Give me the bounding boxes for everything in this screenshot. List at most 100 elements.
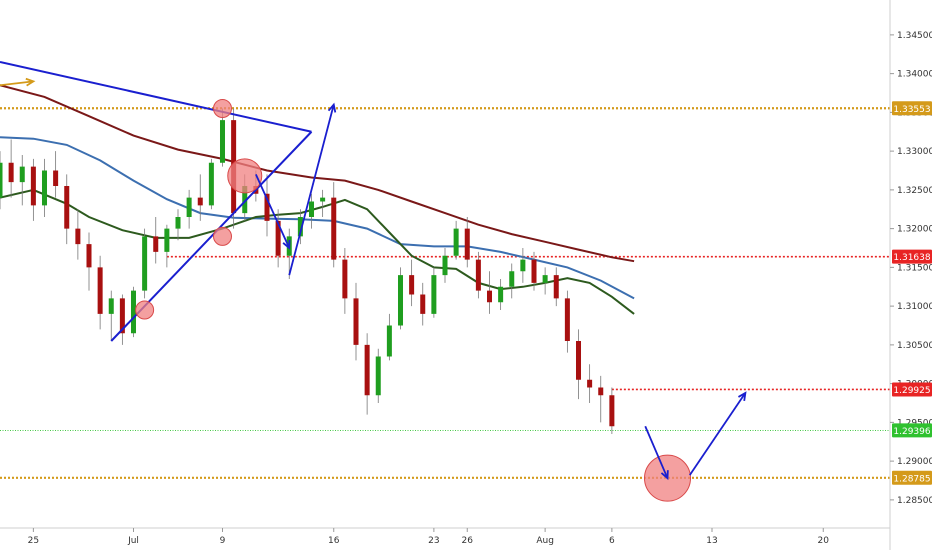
- candle-body-46: [509, 271, 515, 287]
- candle-body-5: [53, 170, 59, 186]
- candle-body-7: [75, 228, 81, 245]
- y-tick-label-8: 1.30500: [897, 341, 932, 351]
- candle-body-13: [142, 236, 148, 291]
- level-labels: 1.33553 1.31638 1.29925 1.29396 1.28785: [892, 101, 932, 485]
- arrow-shaft-1: [255, 174, 291, 249]
- candle-body-12: [130, 290, 137, 334]
- x-tick-label-0: 25: [28, 536, 39, 546]
- candle-body-36: [397, 275, 404, 326]
- x-tick-label-4: 23: [428, 536, 439, 546]
- candle-body-28: [308, 201, 315, 217]
- level-label-box-3: [892, 423, 932, 438]
- candle-body-3: [30, 166, 36, 206]
- candle-body-6: [64, 186, 70, 229]
- candle-body-37: [409, 275, 415, 295]
- x-tick-label-3: 16: [328, 536, 340, 546]
- candle-body-40: [442, 255, 448, 276]
- candle-body-1: [8, 162, 14, 183]
- candle-body-45: [498, 286, 504, 303]
- candle-body-33: [364, 344, 370, 396]
- candle-body-31: [342, 259, 348, 299]
- y-tick-label-0: 1.34500: [897, 31, 932, 41]
- candle-body-41: [453, 228, 459, 256]
- moving-averages: [0, 84, 635, 315]
- annotations: [0, 61, 747, 502]
- candle-body-20: [219, 120, 226, 163]
- candle-body-38: [420, 294, 426, 314]
- candle-body-32: [353, 298, 359, 345]
- horizontal-levels: [0, 107, 890, 479]
- candle-body-39: [431, 275, 437, 314]
- x-axis[interactable]: 25 Jul 9 16 23 26 Aug 6 13 20: [0, 527, 890, 546]
- candle-body-50: [553, 275, 559, 299]
- arrow-head-1: [282, 239, 291, 250]
- candle-body-4: [41, 170, 48, 206]
- candle-body-16: [175, 217, 181, 229]
- candle-body-25: [275, 220, 281, 256]
- level-label-box-1: [892, 249, 932, 264]
- candle-body-10: [108, 298, 114, 314]
- moving-average-1: [0, 136, 635, 300]
- candle-body-14: [153, 236, 159, 252]
- x-tick-label-6: Aug: [536, 536, 554, 546]
- y-tick-label-1: 1.34000: [897, 70, 932, 80]
- x-tick-label-8: 13: [706, 536, 717, 546]
- arrow-head-4: [738, 391, 747, 401]
- y-tick-label-3: 1.33000: [897, 147, 932, 157]
- level-label-box-2: [892, 382, 932, 397]
- level-label-4: 1.28785: [893, 474, 930, 484]
- arrow-head-3: [660, 470, 669, 481]
- candle-body-9: [97, 267, 103, 314]
- candle-body-53: [587, 379, 593, 388]
- candles: [0, 108, 615, 434]
- level-label-0: 1.33553: [893, 105, 930, 115]
- candle-body-2: [19, 166, 25, 183]
- x-tick-label-7: 6: [609, 536, 615, 546]
- candle-body-35: [386, 325, 392, 357]
- candle-body-27: [297, 217, 303, 237]
- candle-body-43: [475, 259, 481, 291]
- candle-body-19: [208, 162, 214, 206]
- candle-body-24: [264, 193, 270, 221]
- candle-body-30: [331, 197, 337, 260]
- y-tick-label-11: 1.29000: [897, 457, 932, 467]
- arrow-head-2: [327, 102, 337, 113]
- candle-body-18: [197, 197, 203, 206]
- y-axis[interactable]: 1.345001.340001.335001.330001.325001.320…: [889, 0, 932, 550]
- candle-body-44: [486, 290, 493, 303]
- candle-body-48: [531, 259, 537, 283]
- highlight-circle-3: [135, 300, 155, 320]
- level-label-box-0: [892, 101, 932, 116]
- candle-body-47: [520, 259, 526, 272]
- level-label-3: 1.29396: [893, 427, 930, 437]
- arrow-shaft-0: [0, 80, 34, 87]
- level-label-box-4: [892, 470, 932, 485]
- candle-body-51: [564, 298, 570, 341]
- candle-body-55: [609, 395, 615, 427]
- candle-body-17: [186, 197, 192, 217]
- moving-average-2: [0, 188, 635, 315]
- candle-body-8: [86, 244, 92, 268]
- candle-body-34: [375, 356, 381, 396]
- candle-body-49: [542, 275, 548, 283]
- highlight-circle-1: [227, 158, 263, 194]
- arrow-shaft-3: [644, 425, 669, 479]
- x-tick-label-5: 26: [462, 536, 474, 546]
- x-tick-label-9: 20: [818, 536, 830, 546]
- arrow-shaft-2: [288, 104, 335, 276]
- candle-body-42: [464, 228, 470, 260]
- moving-average-0: [0, 84, 635, 263]
- trend-line-0: [0, 61, 312, 133]
- y-tick-label-10: 1.29500: [897, 418, 932, 428]
- candle-body-0: [0, 162, 3, 198]
- y-tick-label-12: 1.28500: [897, 496, 932, 506]
- y-tick-label-6: 1.31500: [897, 263, 932, 273]
- candle-body-52: [575, 341, 582, 380]
- highlight-circle-2: [213, 226, 232, 246]
- arrow-head-0: [25, 77, 36, 87]
- level-label-1: 1.31638: [893, 253, 930, 263]
- candle-body-22: [242, 186, 248, 214]
- y-tick-label-5: 1.32000: [897, 225, 932, 235]
